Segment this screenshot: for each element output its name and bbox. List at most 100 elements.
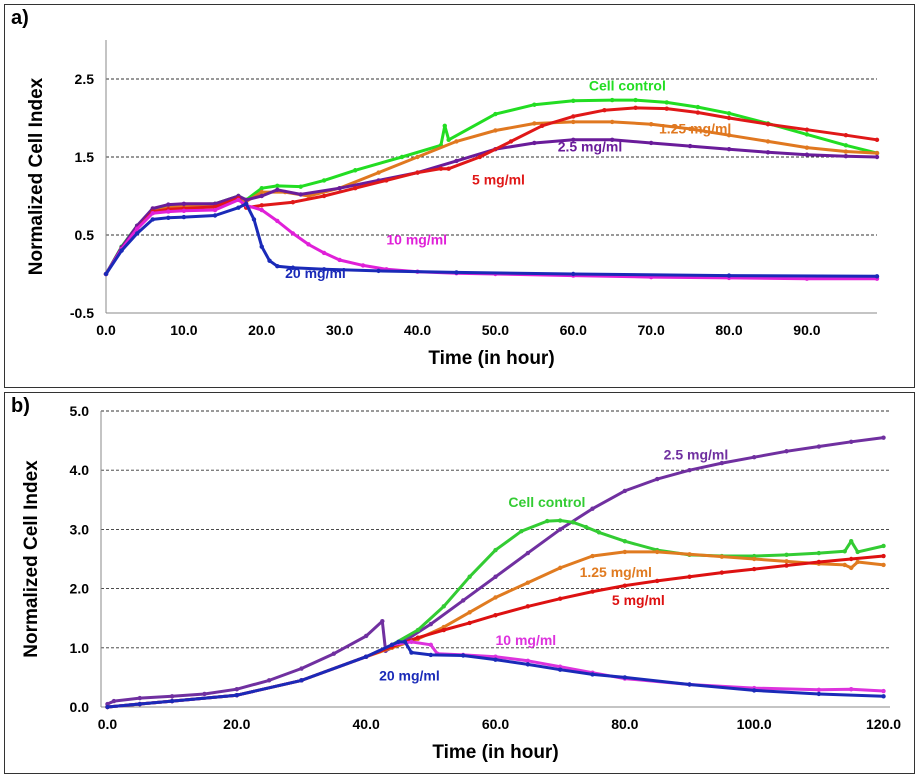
chart-a-data-point-1-25-mg-ml	[610, 119, 615, 125]
chart-a-data-point-20-mg-ml	[275, 264, 280, 269]
chart-a-data-point-2-5-mg-ml	[337, 186, 342, 191]
chart-a-data-point-5-mg-ml	[571, 114, 576, 119]
chart-a-data-point-1-25-mg-ml	[648, 122, 654, 127]
chart-a-data-point-5-mg-ml	[415, 170, 420, 175]
chart-b-x-tick-label: 80.0	[611, 716, 638, 732]
chart-b-series-label-5-mg-ml: 5 mg/ml	[612, 592, 665, 608]
chart-b-data-point-1-25-mg-ml	[751, 556, 757, 562]
chart-b-data-point-cell-control	[842, 549, 847, 554]
chart-a-data-point-2-5-mg-ml	[874, 154, 880, 160]
chart-a-data-point-1-25-mg-ml	[259, 189, 264, 195]
chart-b-data-point-cell-control	[784, 552, 789, 558]
chart-b-x-tick-label: 120.0	[866, 716, 901, 732]
chart-b-data-point-2-5-mg-ml	[622, 488, 628, 494]
chart-b-series-label-20-mg-ml: 20 mg/ml	[379, 667, 440, 683]
chart-a-data-point-cell-control	[571, 98, 576, 104]
chart-b-data-point-2-5-mg-ml	[234, 687, 240, 692]
chart-b-x-axis-title: Time (in hour)	[432, 742, 558, 763]
chart-b-series-label-1-25-mg-ml: 1.25 mg/ml	[580, 564, 652, 580]
chart-b-data-point-10-mg-ml	[409, 639, 414, 645]
chart-b-data-point-2-5-mg-ml	[719, 460, 725, 466]
chart-b-data-point-20-mg-ml	[363, 654, 369, 659]
chart-a-data-point-1-25-mg-ml	[493, 128, 498, 133]
chart-a-data-point-20-mg-ml	[571, 271, 576, 277]
chart-b-data-point-1-25-mg-ml	[525, 580, 531, 585]
chart-a-series-line-20-mg-ml	[104, 202, 879, 278]
chart-a-data-point-2-5-mg-ml	[275, 187, 280, 192]
chart-b-data-point-1-25-mg-ml	[654, 549, 660, 555]
chart-b-data-point-2-5-mg-ml	[881, 435, 886, 440]
chart-b-data-point-20-mg-ml	[622, 675, 628, 680]
chart-a-data-point-cell-control	[446, 137, 451, 143]
chart-panel-b: b) 0.0 1.0 2.0 3.0 4.0 5.0 0.0 20.0 40.0 60.0 80.0…	[4, 392, 915, 774]
chart-a-data-point-cell-control	[532, 102, 537, 107]
chart-a-data-point-5-mg-ml	[477, 154, 483, 160]
chart-a-data-point-10-mg-ml	[306, 242, 311, 247]
chart-a-data-point-10-mg-ml	[321, 250, 327, 256]
chart-b-data-point-10-mg-ml	[816, 687, 822, 693]
chart-a-data-point-5-mg-ml	[602, 108, 607, 113]
chart-b-data-point-2-5-mg-ml	[111, 698, 117, 704]
chart-b-data-point-2-5-mg-ml	[848, 439, 854, 444]
chart-a-data-point-1-25-mg-ml	[765, 139, 771, 144]
chart-a-data-point-1-25-mg-ml	[687, 126, 693, 132]
chart-b-data-point-2-5-mg-ml	[460, 598, 466, 603]
chart-a-x-tick-label: 20.0	[248, 322, 275, 338]
chart-b-data-point-2-5-mg-ml	[557, 527, 563, 532]
chart-b-x-tick-label: 40.0	[353, 716, 380, 732]
chart-a-data-point-cell-control	[275, 183, 280, 189]
chart-a-data-point-cell-control	[804, 132, 810, 137]
chart-b-data-point-10-mg-ml	[428, 642, 434, 648]
chart-b-data-point-cell-control	[493, 547, 498, 553]
chart-b-data-point-cell-control	[467, 574, 472, 579]
chart-b-data-point-20-mg-ml	[137, 701, 143, 707]
chart-a-data-point-2-5-mg-ml	[804, 152, 810, 157]
chart-a-x-tick-label: 0.0	[96, 322, 116, 338]
chart-a-svg: -0.5 0.5 1.5 2.5 0.0 10.0 20.0 30.0 40.0 50.0 60.0…	[26, 40, 880, 369]
chart-a-data-point-1-25-mg-ml	[415, 154, 420, 160]
chart-b-data-point-1-25-mg-ml	[687, 552, 692, 557]
chart-a-data-point-10-mg-ml	[337, 257, 342, 263]
chart-b-data-point-1-25-mg-ml	[467, 610, 472, 615]
chart-a-data-point-10-mg-ml	[134, 226, 140, 231]
chart-a-data-point-cell-control	[610, 97, 615, 103]
chart-b-data-point-cell-control	[415, 627, 421, 633]
chart-b-data-point-1-25-mg-ml	[493, 595, 498, 600]
chart-a-x-tick-label: 40.0	[404, 322, 431, 338]
chart-panel-a: a) -0.5 0.5 1.5 2.5 0.0 10.0 20.0 30.0 40.0 50.0 6…	[4, 4, 915, 388]
chart-b-data-point-2-5-mg-ml	[363, 633, 369, 639]
chart-a-y-tick-label: 0.5	[75, 227, 95, 243]
chart-b-series-label-cell-control: Cell control	[508, 494, 585, 510]
chart-b-data-point-1-25-mg-ml	[842, 562, 847, 568]
chart-b-y-tick-label: 4.0	[70, 462, 90, 478]
chart-b-data-point-2-5-mg-ml	[169, 694, 175, 699]
chart-a-data-point-20-mg-ml	[251, 217, 257, 222]
chart-a-data-point-10-mg-ml	[212, 207, 218, 213]
chart-b-data-point-2-5-mg-ml	[816, 444, 822, 449]
chart-a-data-point-1-25-mg-ml	[874, 150, 880, 156]
chart-b-data-point-20-mg-ml	[590, 672, 595, 677]
chart-a-data-point-10-mg-ml	[360, 263, 366, 268]
chart-b-data-point-2-5-mg-ml	[202, 691, 207, 697]
chart-b-data-point-cell-control	[848, 539, 854, 544]
chart-b-series-label-10-mg-ml: 10 mg/ml	[496, 632, 557, 648]
chart-b-data-point-20-mg-ml	[234, 692, 240, 698]
chart-a-data-point-cell-control	[726, 111, 732, 116]
chart-a-data-point-5-mg-ml	[321, 193, 327, 199]
chart-a-data-point-20-mg-ml	[166, 215, 171, 221]
chart-a-data-point-5-mg-ml	[290, 200, 296, 205]
chart-b-data-point-1-25-mg-ml	[855, 559, 860, 565]
chart-b-y-tick-label: 1.0	[70, 640, 90, 656]
chart-b-data-point-5-mg-ml	[816, 559, 822, 565]
chart-b-data-point-20-mg-ml	[402, 639, 408, 645]
chart-b-data-point-1-25-mg-ml	[622, 549, 628, 555]
chart-a-data-point-20-mg-ml	[134, 231, 140, 236]
chart-a-data-point-20-mg-ml	[236, 205, 241, 210]
chart-a-data-point-20-mg-ml	[259, 244, 264, 249]
chart-a-data-point-2-5-mg-ml	[150, 206, 155, 211]
chart-a-data-point-10-mg-ml	[259, 207, 264, 213]
chart-a-data-point-cell-control	[695, 104, 701, 110]
chart-b-data-point-2-5-mg-ml	[525, 550, 531, 556]
chart-b-data-point-2-5-mg-ml	[493, 574, 498, 579]
chart-a-data-point-20-mg-ml	[376, 268, 381, 274]
